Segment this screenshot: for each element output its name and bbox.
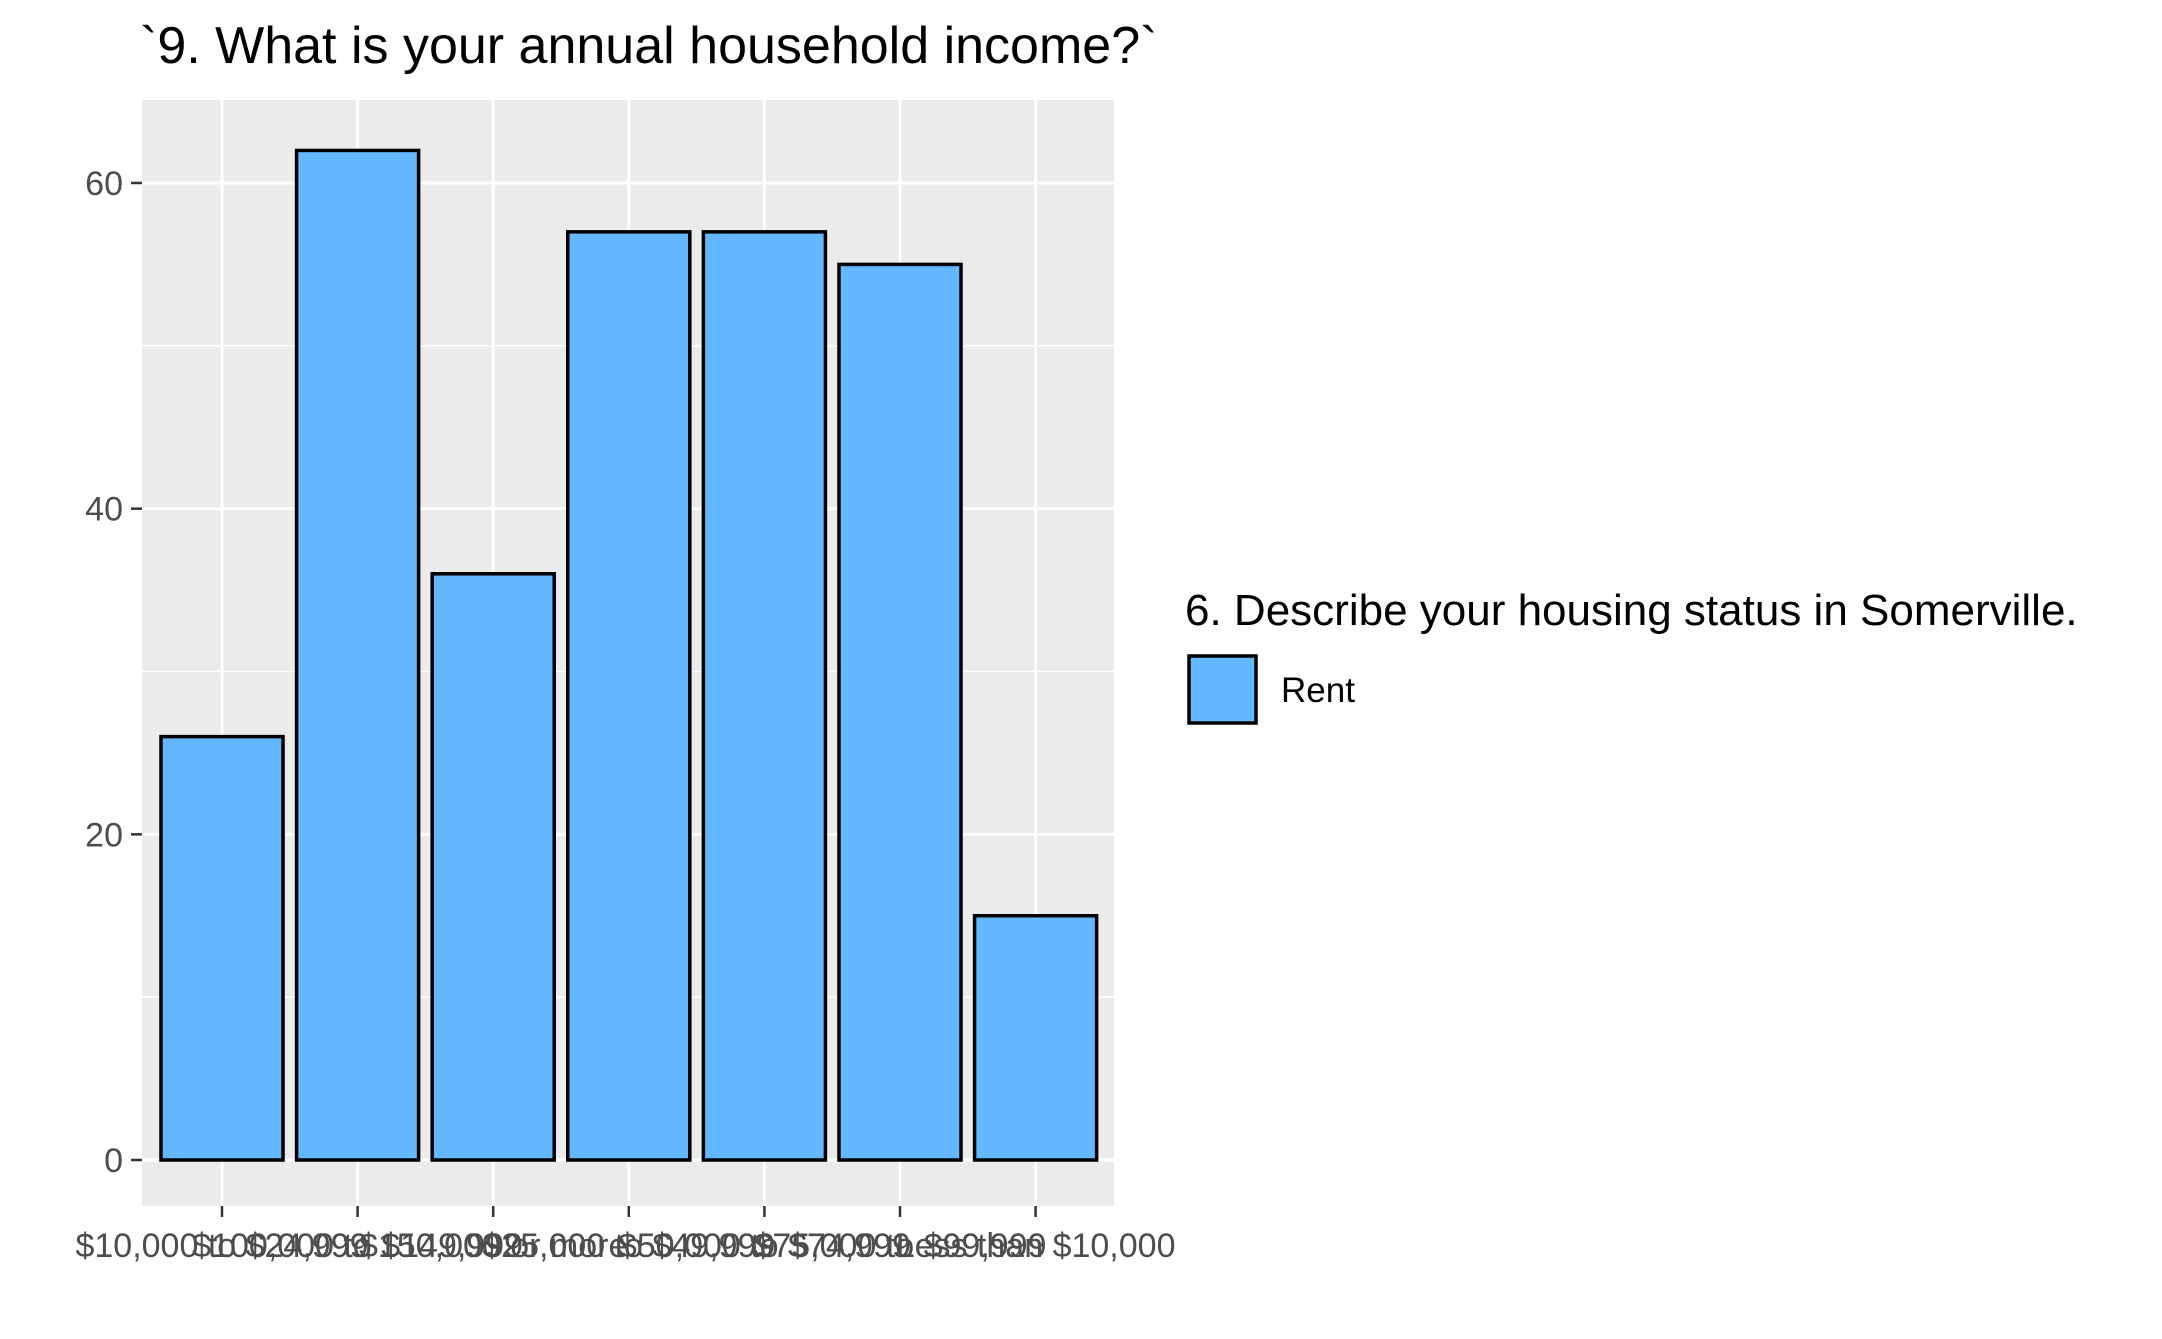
bars: [159, 148, 1099, 1162]
y-tick-label: 40: [85, 491, 123, 529]
bar: [701, 230, 828, 1162]
x-tick-label: $50,000 to $74,999: [618, 1227, 911, 1265]
legend-title: 6. Describe your housing status in Somer…: [1185, 586, 2078, 635]
bar: [430, 572, 556, 1162]
y-tick-label: 20: [85, 816, 123, 854]
legend: 6. Describe your housing status in Somer…: [1185, 586, 2078, 725]
y-tick-label: 60: [85, 165, 123, 203]
chart-title: `9. What is your annual household income…: [140, 17, 1157, 75]
legend-label-rent: Rent: [1281, 671, 1355, 710]
axes: 0 20 40 60 $10,000 to $24,999$100,000 to $14…: [75, 165, 1175, 1265]
bar: [837, 262, 963, 1162]
x-tick-label: $100,000 to $149,999: [192, 1227, 523, 1265]
x-tick-label: $150,000 or more: [359, 1227, 627, 1265]
x-tick-label: $25,000 to $49,999: [482, 1227, 775, 1265]
x-tick-label: $75,000 to $99,999: [753, 1227, 1046, 1265]
bar: [294, 148, 421, 1162]
bar: [159, 734, 285, 1162]
bar: [972, 914, 1099, 1162]
bar: [566, 230, 692, 1162]
legend-key-rent: [1187, 654, 1258, 725]
y-tick-label: 0: [104, 1142, 123, 1180]
x-tick-label: $10,000 to $24,999: [75, 1227, 368, 1265]
x-tick-label: Less than $10,000: [896, 1227, 1176, 1265]
